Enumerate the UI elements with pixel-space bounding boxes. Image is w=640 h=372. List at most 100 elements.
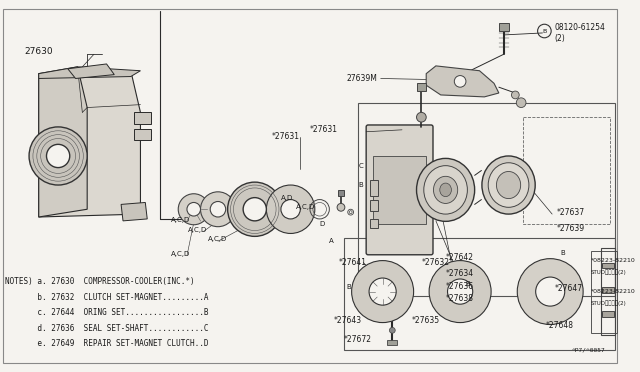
Text: 27630: 27630 [24,48,53,57]
Ellipse shape [429,261,491,323]
Text: A,C,D: A,C,D [208,236,227,243]
Polygon shape [426,66,499,97]
Bar [370,199,378,211]
Text: b. 27632  CLUTCH SET-MAGNET.........A: b. 27632 CLUTCH SET-MAGNET.........A [5,292,209,302]
Bar [602,311,614,317]
Ellipse shape [243,198,266,221]
Text: C: C [358,163,364,169]
Ellipse shape [497,171,521,199]
Circle shape [389,327,396,333]
Text: *27631: *27631 [310,125,338,134]
Ellipse shape [281,199,300,219]
Bar [602,287,614,292]
Text: A,D: A,D [281,195,293,201]
Text: 08120-61254: 08120-61254 [554,23,605,32]
Ellipse shape [266,185,315,234]
Text: *27638: *27638 [445,295,474,304]
Bar [373,156,426,224]
Bar [602,263,614,268]
Circle shape [454,76,466,87]
Text: NOTES) a. 27630  COMPRESSOR-COOLER(INC.*): NOTES) a. 27630 COMPRESSOR-COOLER(INC.*) [5,277,195,286]
Polygon shape [39,71,140,217]
FancyBboxPatch shape [366,125,433,255]
Text: B: B [560,250,564,256]
Circle shape [516,98,526,108]
Text: B: B [358,182,364,188]
Text: *27636: *27636 [445,282,474,291]
Text: ^P7/^0057: ^P7/^0057 [572,347,605,353]
Ellipse shape [517,259,583,324]
Text: D: D [319,221,325,227]
Text: *27631: *27631 [271,132,300,141]
Polygon shape [68,64,115,78]
Ellipse shape [228,182,282,236]
Bar [523,117,611,224]
Ellipse shape [187,202,200,216]
Bar [499,23,509,31]
Text: (2): (2) [554,34,565,43]
Ellipse shape [200,192,236,227]
Bar [387,340,397,345]
Text: e. 27649  REPAIR SET-MAGNET CLUTCH..D: e. 27649 REPAIR SET-MAGNET CLUTCH..D [5,339,209,348]
Text: A,C,D: A,C,D [296,204,315,211]
Ellipse shape [440,183,451,197]
Bar [134,129,151,141]
Text: A,C,D: A,C,D [170,251,189,257]
Bar [358,103,615,296]
Bar [600,248,615,335]
Text: *27648: *27648 [545,321,573,330]
Text: STUDスタッド(2): STUDスタッド(2) [591,269,627,275]
Bar [370,180,378,196]
Text: *08223-82210: *08223-82210 [591,289,636,294]
Text: STUDスタッド(2): STUDスタッド(2) [591,300,627,306]
Text: *27634: *27634 [445,269,474,278]
Bar [370,219,378,228]
Ellipse shape [47,144,70,168]
Text: *27672: *27672 [344,335,372,344]
Text: *27637: *27637 [557,208,585,217]
Text: B: B [542,29,547,33]
Ellipse shape [29,127,87,185]
Ellipse shape [351,261,413,323]
Text: *27647: *27647 [555,284,583,293]
Text: A,C,D: A,C,D [170,217,189,223]
Polygon shape [39,67,140,78]
Bar [417,83,426,91]
Ellipse shape [424,166,467,214]
Ellipse shape [210,202,226,217]
Polygon shape [121,202,147,221]
Ellipse shape [543,285,557,298]
Ellipse shape [482,156,535,214]
Ellipse shape [178,194,209,225]
Ellipse shape [337,203,345,211]
Text: *27639: *27639 [557,224,585,233]
Ellipse shape [536,277,564,306]
Ellipse shape [369,278,396,305]
Polygon shape [39,67,87,217]
Text: B: B [465,281,470,287]
Bar [338,190,344,196]
Text: A,C,D: A,C,D [188,227,207,232]
Bar [134,112,151,124]
Text: 27639M: 27639M [347,74,378,83]
Text: d. 27636  SEAL SET-SHAFT............C: d. 27636 SEAL SET-SHAFT............C [5,324,209,333]
Text: c. 27644  ORING SET.................B: c. 27644 ORING SET.................B [5,308,209,317]
Text: A: A [330,238,334,244]
Text: *27642: *27642 [445,253,474,262]
Text: *27643: *27643 [334,316,362,325]
Circle shape [511,91,519,99]
Text: *27635: *27635 [412,316,440,325]
Ellipse shape [285,204,296,214]
Text: B: B [346,284,351,290]
Bar [344,238,615,350]
Ellipse shape [417,158,475,221]
Ellipse shape [455,287,465,296]
Text: *27641: *27641 [339,258,367,267]
Ellipse shape [51,149,65,163]
Ellipse shape [488,163,529,207]
Ellipse shape [447,279,473,304]
Text: *27632: *27632 [421,258,449,267]
Ellipse shape [433,176,458,203]
Circle shape [417,112,426,122]
Text: *08223-82210: *08223-82210 [591,258,636,263]
